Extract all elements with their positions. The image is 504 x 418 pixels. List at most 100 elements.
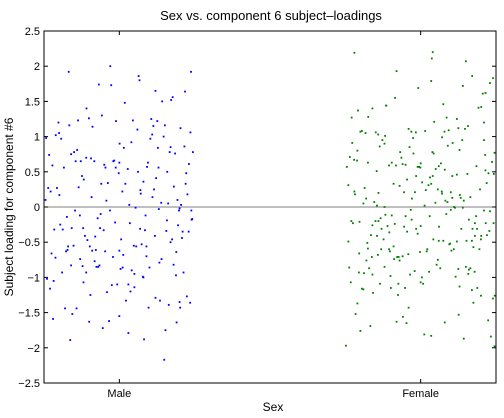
data-point: [415, 227, 418, 230]
data-point: [86, 239, 89, 241]
data-point: [366, 242, 369, 244]
data-point: [434, 168, 437, 170]
data-point: [422, 282, 424, 285]
data-point: [377, 192, 380, 194]
y-tick-label: 0: [34, 202, 40, 214]
data-point: [345, 165, 348, 168]
data-point: [122, 146, 125, 149]
data-point: [386, 225, 389, 227]
data-point: [70, 264, 73, 267]
data-point: [367, 247, 369, 250]
data-point: [362, 202, 365, 205]
data-point: [476, 227, 478, 230]
data-point: [66, 249, 69, 251]
y-tick-label: 2: [34, 61, 40, 73]
y-tick-label: −2.5: [18, 378, 40, 390]
data-point: [358, 220, 361, 223]
data-point: [67, 70, 70, 73]
y-tick-label: −1: [27, 272, 40, 284]
data-point: [106, 182, 109, 184]
data-point: [445, 116, 448, 119]
data-point: [74, 160, 77, 163]
data-point: [407, 306, 410, 309]
data-point: [347, 184, 350, 187]
data-point: [93, 160, 96, 163]
data-point: [492, 222, 495, 225]
data-point: [350, 220, 353, 222]
data-point: [388, 248, 390, 251]
data-point: [467, 268, 470, 271]
data-point: [64, 307, 66, 310]
data-point: [357, 109, 359, 112]
data-point: [51, 164, 54, 167]
axes-frame: [43, 30, 497, 384]
y-tick-label: 2.5: [25, 26, 40, 38]
data-point: [397, 256, 400, 258]
data-point: [182, 271, 185, 274]
data-point: [151, 196, 154, 199]
data-point: [484, 169, 487, 172]
data-point: [404, 215, 407, 218]
data-point: [49, 190, 52, 193]
data-point: [457, 127, 460, 130]
data-point: [429, 176, 431, 179]
data-point: [163, 358, 166, 361]
data-point: [124, 182, 127, 185]
data-point: [392, 245, 395, 248]
data-point: [404, 287, 406, 289]
data-point: [172, 185, 175, 188]
data-point: [82, 227, 85, 230]
data-point: [449, 191, 452, 194]
data-point: [175, 251, 178, 253]
data-point: [416, 232, 419, 235]
data-point: [467, 218, 470, 221]
data-point: [465, 239, 468, 242]
data-point: [431, 175, 434, 177]
data-point: [97, 83, 100, 86]
data-point: [451, 142, 454, 144]
data-point: [458, 194, 461, 196]
data-point: [171, 96, 174, 99]
data-point: [139, 189, 142, 191]
data-point: [464, 127, 466, 130]
data-point: [152, 125, 155, 127]
data-point: [474, 222, 476, 225]
data-point: [110, 84, 113, 87]
data-point: [484, 222, 487, 225]
data-point: [479, 188, 481, 191]
data-point: [170, 99, 173, 101]
data-point: [118, 142, 121, 145]
data-point: [420, 276, 423, 279]
data-point: [493, 151, 496, 154]
data-point: [411, 197, 413, 200]
data-point: [395, 320, 398, 323]
data-point: [185, 172, 188, 175]
data-point: [417, 87, 420, 89]
data-point: [492, 297, 494, 300]
data-point: [74, 209, 76, 212]
data-point: [145, 255, 148, 258]
data-point: [52, 318, 54, 320]
data-point: [488, 230, 491, 232]
data-point: [457, 313, 460, 316]
data-point: [416, 165, 419, 168]
data-point: [68, 124, 71, 127]
data-point: [67, 245, 70, 248]
data-point: [413, 270, 416, 272]
data-point: [379, 282, 381, 285]
data-point: [449, 242, 452, 245]
data-point: [118, 249, 121, 252]
data-point: [177, 224, 179, 227]
data-point: [189, 301, 192, 304]
data-point: [169, 241, 172, 244]
data-point: [398, 259, 401, 262]
data-point: [90, 196, 93, 199]
data-point: [484, 92, 487, 94]
data-point: [399, 151, 402, 153]
data-point: [154, 296, 157, 299]
data-point: [82, 178, 85, 181]
data-point: [348, 156, 351, 158]
data-point: [109, 209, 111, 212]
data-point: [150, 118, 153, 120]
data-point: [85, 271, 88, 274]
